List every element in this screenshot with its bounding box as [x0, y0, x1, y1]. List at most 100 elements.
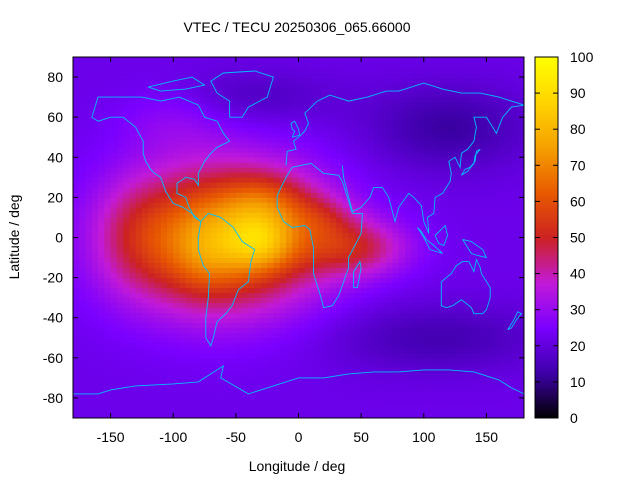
heatmap-cell [98, 327, 105, 334]
heatmap-cell [517, 287, 525, 294]
heatmap-cell [367, 302, 375, 309]
heatmap-cell [373, 377, 381, 384]
heatmap-cell [285, 202, 293, 208]
heatmap-cell [329, 372, 337, 379]
heatmap-cell [198, 72, 205, 78]
heatmap-cell [467, 102, 475, 108]
heatmap-cell [179, 387, 187, 394]
heatmap-cell [204, 242, 212, 248]
heatmap-cell [517, 247, 525, 253]
heatmap-cell [404, 147, 412, 153]
heatmap-cell [398, 367, 406, 374]
heatmap-cell [160, 122, 168, 128]
heatmap-cell [517, 377, 525, 384]
heatmap-cell [361, 312, 368, 319]
heatmap-cell [323, 407, 331, 414]
heatmap-cell [342, 117, 350, 123]
heatmap-cell [192, 157, 199, 163]
heatmap-cell [254, 382, 262, 389]
heatmap-cell [229, 322, 237, 329]
heatmap-cell [166, 177, 174, 183]
heatmap-cell [242, 152, 249, 158]
heatmap-cell [298, 77, 306, 83]
heatmap-cell [323, 177, 331, 183]
heatmap-cell [448, 242, 456, 248]
heatmap-cell [260, 362, 268, 369]
heatmap-cell [110, 387, 118, 394]
heatmap-cell [110, 122, 118, 128]
heatmap-cell [342, 387, 350, 394]
heatmap-cell [235, 332, 243, 339]
heatmap-cell [179, 67, 187, 73]
heatmap-cell [154, 297, 162, 304]
heatmap-cell [436, 302, 443, 309]
heatmap-cell [298, 387, 306, 394]
heatmap-cell [336, 157, 343, 163]
heatmap-cell [498, 132, 506, 138]
heatmap-cell [298, 317, 306, 324]
heatmap-cell [210, 197, 218, 203]
heatmap-cell [98, 262, 105, 268]
heatmap-cell [141, 402, 149, 409]
heatmap-cell [436, 262, 443, 268]
heatmap-cell [386, 362, 393, 369]
heatmap-cell [517, 87, 525, 93]
heatmap-cell [210, 87, 218, 93]
heatmap-cell [223, 247, 230, 253]
heatmap-cell [317, 207, 324, 213]
heatmap-cell [123, 312, 130, 319]
heatmap-cell [486, 242, 494, 248]
heatmap-cell [430, 312, 437, 319]
heatmap-cell [185, 332, 193, 339]
heatmap-cell [311, 77, 318, 83]
heatmap-cell [492, 312, 500, 319]
heatmap-cell [430, 152, 437, 158]
heatmap-cell [373, 132, 381, 138]
heatmap-cell [242, 332, 249, 339]
heatmap-cell [292, 122, 299, 128]
heatmap-cell [404, 202, 412, 208]
heatmap-cell [317, 212, 324, 218]
heatmap-cell [398, 372, 406, 379]
heatmap-cell [79, 302, 86, 309]
heatmap-cell [386, 262, 393, 268]
heatmap-cell [210, 162, 218, 168]
heatmap-cell [498, 262, 506, 268]
heatmap-cell [480, 302, 487, 309]
heatmap-cell [279, 372, 287, 379]
heatmap-cell [317, 167, 324, 173]
heatmap-cell [417, 377, 425, 384]
heatmap-cell [254, 137, 262, 143]
heatmap-cell [473, 232, 481, 238]
heatmap-cell [173, 412, 180, 419]
heatmap-cell [210, 297, 218, 304]
heatmap-cell [192, 252, 199, 258]
heatmap-cell [317, 157, 324, 163]
heatmap-cell [91, 157, 99, 163]
heatmap-cell [373, 402, 381, 409]
heatmap-cell [336, 237, 343, 243]
heatmap-cell [448, 92, 456, 98]
heatmap-cell [392, 122, 400, 128]
heatmap-cell [229, 97, 237, 103]
heatmap-cell [98, 367, 105, 374]
heatmap-cell [210, 272, 218, 279]
heatmap-cell [354, 407, 362, 414]
heatmap-cell [192, 292, 199, 299]
heatmap-cell [166, 292, 174, 299]
heatmap-cell [486, 197, 494, 203]
heatmap-cell [311, 212, 318, 218]
heatmap-cell [223, 112, 230, 118]
heatmap-cell [486, 407, 494, 414]
heatmap-cell [85, 162, 93, 168]
heatmap-cell [116, 137, 124, 143]
heatmap-cell [166, 187, 174, 193]
heatmap-cell [166, 122, 174, 128]
heatmap-cell [141, 337, 149, 344]
heatmap-cell [455, 182, 462, 188]
heatmap-cell [292, 232, 299, 238]
heatmap-cell [430, 77, 437, 83]
heatmap-cell [154, 157, 162, 163]
heatmap-cell [179, 167, 187, 173]
heatmap-cell [173, 352, 180, 359]
